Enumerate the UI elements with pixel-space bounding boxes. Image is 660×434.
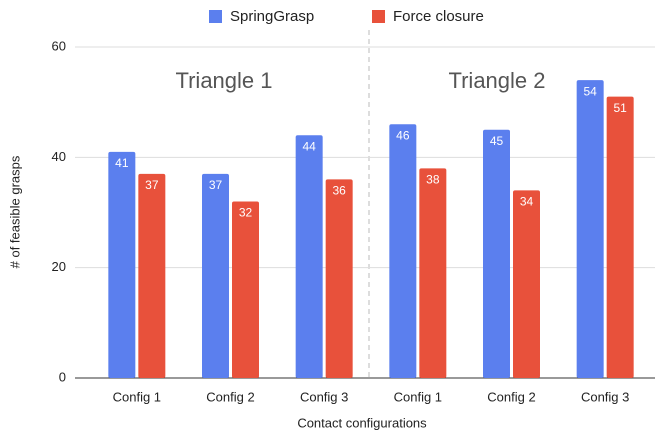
data-label: 36 [332,184,346,198]
data-label: 37 [209,178,223,192]
x-tick-label: Config 2 [206,389,254,404]
legend-label: SpringGrasp [230,8,314,25]
data-label: 32 [239,206,253,220]
data-label: 34 [520,195,534,209]
y-tick-label: 0 [59,369,66,384]
data-label: 38 [426,173,440,187]
bar [325,179,353,378]
data-label: 41 [115,156,129,170]
data-label: 44 [302,139,316,153]
x-tick-label: Config 3 [300,389,348,404]
bar [232,201,259,378]
y-axis-label: # of feasible grasps [7,155,22,268]
data-label: 37 [145,178,159,192]
y-tick-label: 20 [52,259,66,274]
x-tick-label: Config 3 [581,389,629,404]
bar [576,80,604,378]
x-axis-label: Contact configurations [297,415,427,430]
bar [483,129,510,378]
annotation: Triangle 2 [448,68,545,93]
x-tick-label: Config 2 [487,389,535,404]
legend-swatch [209,10,222,23]
bar [295,135,323,378]
bar [513,190,540,378]
bar [202,173,229,378]
x-tick-label: Config 1 [113,389,161,404]
bar [606,96,634,379]
y-tick-label: 40 [52,149,66,164]
bar [389,124,417,378]
bar [138,173,166,378]
data-label: 46 [396,128,410,142]
y-tick-label: 60 [52,38,66,53]
legend-swatch [372,10,385,23]
data-label: 45 [490,134,504,148]
bar [419,168,447,378]
x-tick-label: Config 1 [394,389,442,404]
annotation: Triangle 1 [175,68,272,93]
legend-label: Force closure [393,8,484,25]
data-label: 54 [583,84,597,98]
data-label: 51 [613,101,627,115]
bar [108,151,136,378]
